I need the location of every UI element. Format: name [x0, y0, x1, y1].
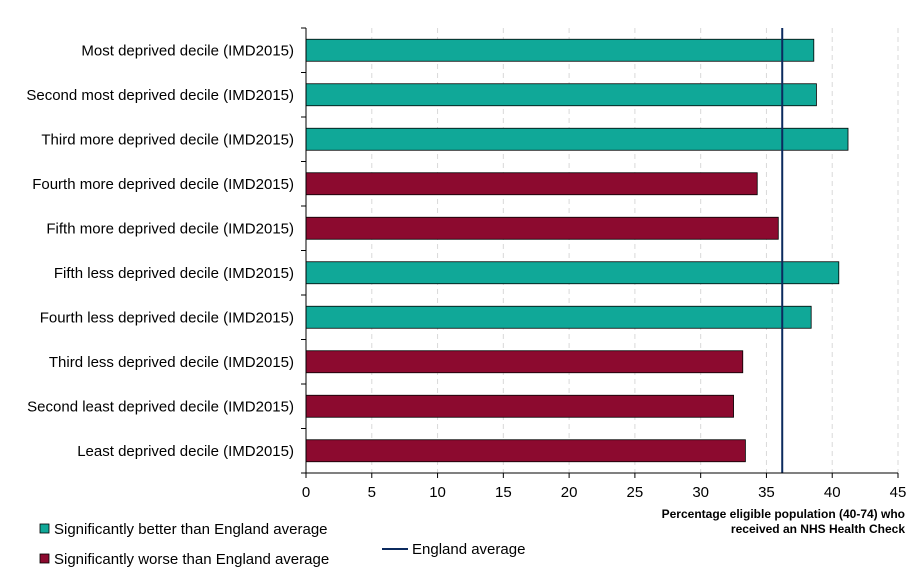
x-axis-label-line2: received an NHS Health Check [731, 522, 905, 536]
category-label: Second least deprived decile (IMD2015) [27, 398, 294, 415]
x-axis-label-line1: Percentage eligible population (40-74) w… [662, 507, 905, 521]
bar [305, 394, 734, 418]
category-label: Fifth less deprived decile (IMD2015) [54, 265, 294, 282]
category-labels: Most deprived decile (IMD2015) Second mos… [26, 42, 294, 460]
x-tick-label: 15 [495, 484, 512, 501]
category-label: Most deprived decile (IMD2015) [81, 42, 294, 59]
x-tick-label: 35 [758, 484, 775, 501]
axes [301, 27, 899, 478]
bar [305, 83, 817, 107]
legend-label-worse: Significantly worse than England average [54, 551, 329, 568]
x-tick-label: 25 [627, 484, 644, 501]
x-tick-label: 40 [824, 484, 841, 501]
bar [305, 216, 779, 240]
bar [305, 38, 815, 62]
x-tick-label: 5 [368, 484, 376, 501]
bar [305, 127, 849, 151]
x-tick-label: 10 [429, 484, 446, 501]
x-tick-label: 30 [692, 484, 709, 501]
legend-label-england-average: England average [412, 541, 525, 558]
bar [305, 261, 840, 285]
bar [305, 350, 744, 374]
category-label: Least deprived decile (IMD2015) [77, 443, 294, 460]
category-label: Second most deprived decile (IMD2015) [26, 87, 294, 104]
category-label: Fourth more deprived decile (IMD2015) [32, 176, 294, 193]
legend-swatch-worse [39, 553, 50, 564]
category-label: Third less deprived decile (IMD2015) [49, 354, 294, 371]
legend-swatch-better [39, 523, 50, 534]
category-label: Fifth more deprived decile (IMD2015) [46, 220, 294, 237]
bar [305, 305, 812, 329]
category-label: Third more deprived decile (IMD2015) [41, 131, 294, 148]
legend: Significantly better than England averag… [39, 521, 525, 568]
category-label: Fourth less deprived decile (IMD2015) [40, 309, 294, 326]
x-tick-label: 0 [302, 484, 310, 501]
bar [305, 439, 746, 463]
legend-label-better: Significantly better than England averag… [54, 521, 328, 538]
x-tick-label: 20 [561, 484, 578, 501]
x-tick-labels: 0 5 10 15 20 25 30 35 40 45 [302, 484, 907, 501]
x-tick-label: 45 [890, 484, 907, 501]
bar [305, 172, 758, 196]
